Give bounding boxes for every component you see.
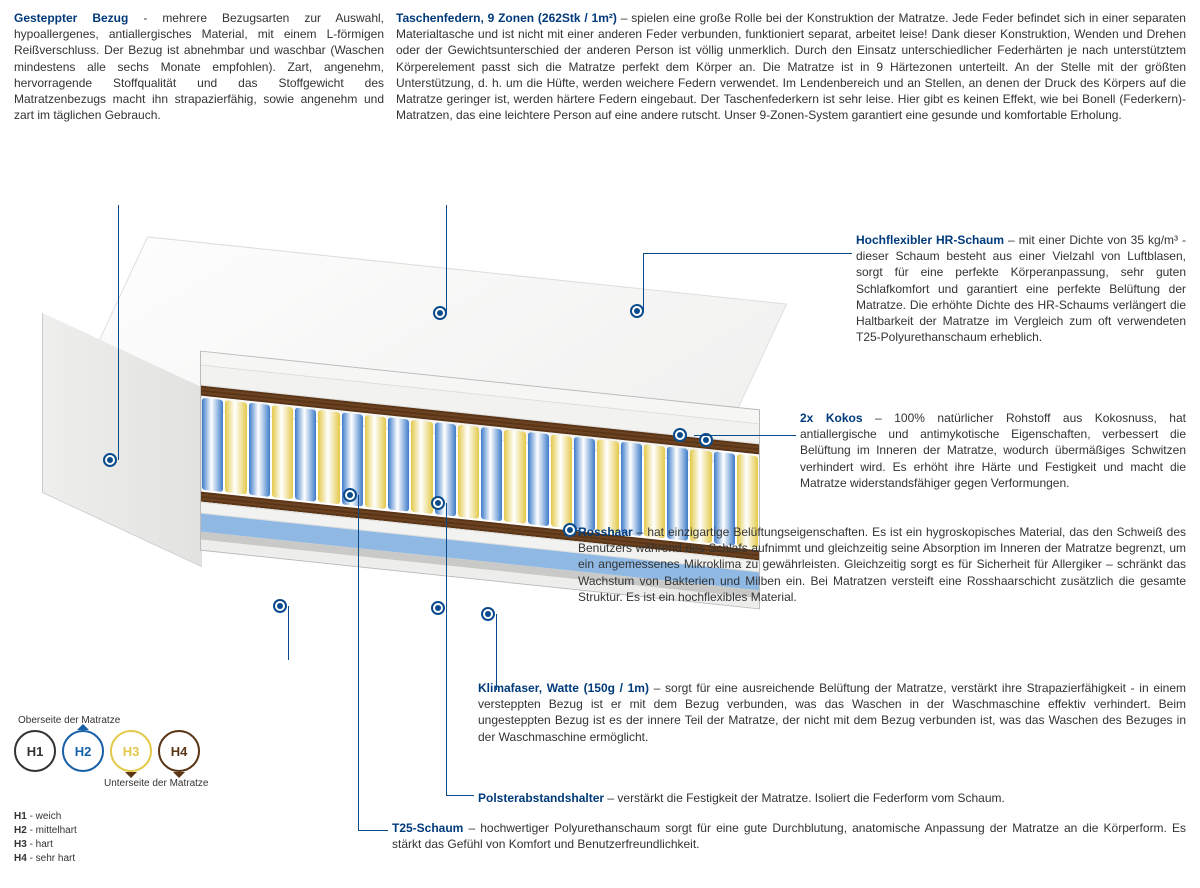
marker-klima [481, 607, 495, 621]
callout-t25: T25-Schaum – hochwertiger Polyurethansch… [392, 820, 1186, 852]
marker-pad [431, 496, 445, 510]
marker-hr2 [343, 488, 357, 502]
marker-springs [433, 306, 447, 320]
marker-cover2 [273, 599, 287, 613]
callout-klimafaser: Klimafaser, Watte (150g / 1m) – sorgt fü… [478, 680, 1186, 745]
marker-t25 [431, 601, 445, 615]
marker-kokos1 [673, 428, 687, 442]
hardness-legend: Oberseite der Matratze H1H2H3H4 Untersei… [14, 715, 254, 789]
marker-cover [103, 453, 117, 467]
callout-polster: Polsterabstandshalter – verstärkt die Fe… [478, 790, 1186, 806]
title-federn: Taschenfedern, 9 Zonen (262Stk / 1m²) [396, 11, 617, 25]
title-bezug: Gesteppter Bezug [14, 11, 128, 25]
body-federn: spielen eine große Rolle bei der Konstru… [396, 11, 1186, 122]
body-bezug: mehrere Bezugsarten zur Auswahl, hypoall… [14, 11, 384, 122]
marker-hr [630, 304, 644, 318]
legend-circles: H1H2H3H4 [14, 730, 254, 772]
callout-hr-schaum: Hochflexibler HR-Schaum – mit einer Dich… [856, 232, 1186, 345]
legend-H3: H3 [110, 730, 152, 772]
legend-H4: H4 [158, 730, 200, 772]
legend-H1: H1 [14, 730, 56, 772]
legend-H2: H2 [62, 730, 104, 772]
col-gesteppter-bezug: Gesteppter Bezug - mehrere Bezugsarten z… [14, 10, 384, 123]
col-taschenfedern: Taschenfedern, 9 Zonen (262Stk / 1m²) – … [396, 10, 1186, 123]
legend-top-label: Oberseite der Matratze [18, 715, 254, 726]
callout-rosshaar: Rosshaar – hat einzigartige Belüftungsei… [578, 524, 1186, 605]
hardness-list: H1 - weichH2 - mittelhartH3 - hartH4 - s… [14, 810, 77, 866]
callout-kokos: 2x Kokos – 100% natürlicher Rohstoff aus… [800, 410, 1186, 491]
top-row: Gesteppter Bezug - mehrere Bezugsarten z… [0, 0, 1200, 123]
